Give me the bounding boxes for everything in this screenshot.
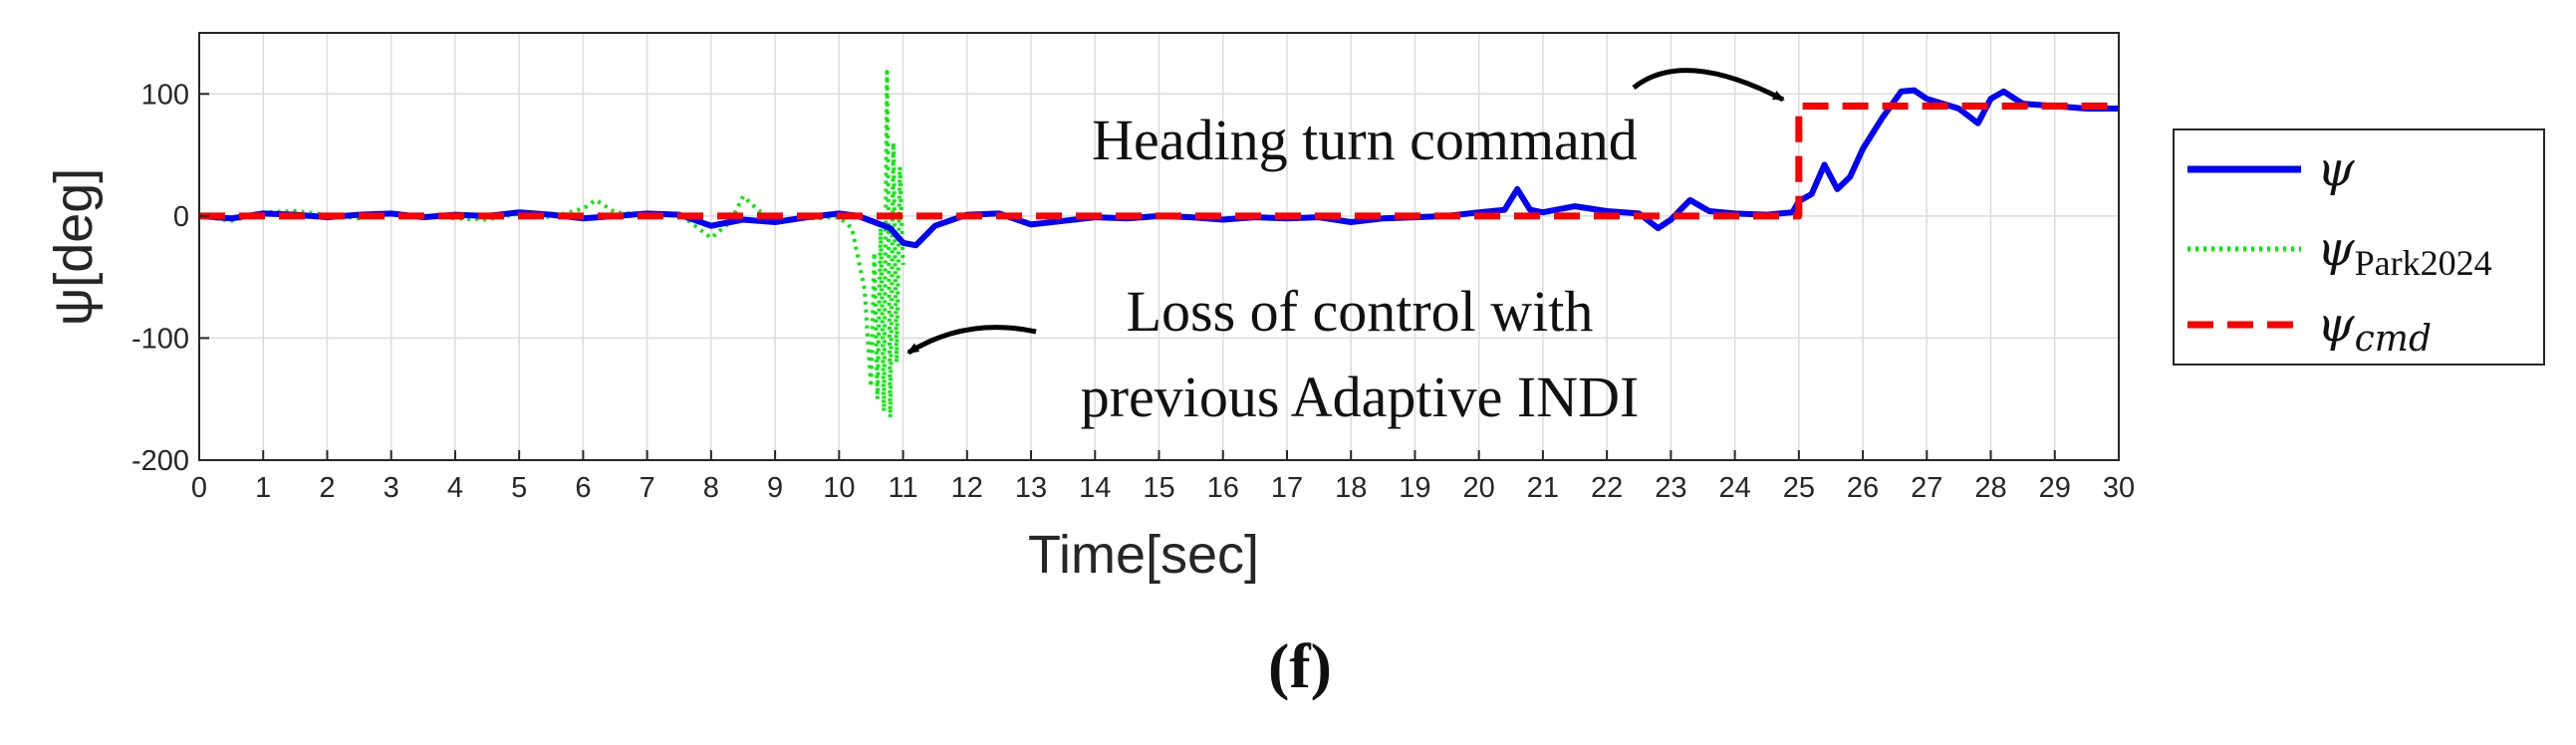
legend-subscript-park2024: Park2024 [2355,243,2492,283]
annotation-loss-control-line1: Loss of control with [1127,279,1594,344]
x-tick-label: 7 [640,472,655,504]
x-tick-label: 25 [1783,472,1815,504]
legend-label-psi-cmd: ψcmd [2317,297,2432,360]
x-tick-label: 26 [1847,472,1879,504]
x-tick-label: 23 [1655,472,1686,504]
x-tick-label: 4 [447,472,463,504]
x-tick-label: 1 [255,472,271,504]
x-tick-label: 14 [1079,472,1111,504]
legend: ψ ψPark2024 ψcmd [2173,128,2545,366]
x-tick-label: 9 [767,472,783,504]
series-layer [199,70,2119,420]
x-tick-label: 18 [1335,472,1367,504]
x-tick-label: 2 [319,472,335,504]
x-tick-label: 20 [1463,472,1495,504]
x-tick-label: 11 [889,472,918,504]
annotation-arrow-heading [1632,68,1785,103]
y-axis-ticks: -200 -100 0 100 [131,79,209,477]
y-tick-label: 0 [173,201,189,233]
x-tick-label: 27 [1911,472,1942,504]
panel-label: (f) [1268,630,1332,701]
legend-subscript-cmd: cmd [2355,319,2432,360]
y-tick-label: 100 [141,79,189,111]
legend-label-psi: ψ [2317,141,2356,197]
x-tick-label: 0 [191,472,207,504]
y-tick-label: -100 [131,323,189,355]
x-axis-ticks: 0 1 2 3 4 5 6 7 8 9 10 11 12 13 14 15 16 17 18 19 20 21 22 23 24… [191,450,2135,504]
x-tick-label: 10 [823,472,855,504]
grid [198,33,2120,461]
x-tick-label: 28 [1974,472,2006,504]
annotation-arrow-loss [906,325,1037,356]
x-tick-label: 29 [2039,472,2071,504]
x-axis-label: Time[sec] [1028,525,1259,585]
x-tick-label: 6 [575,472,591,504]
annotation-loss-control-line2: previous Adaptive INDI [1081,365,1640,429]
y-axis-label: ψ[deg] [44,168,104,327]
x-tick-label: 21 [1527,472,1559,504]
x-tick-label: 24 [1718,472,1750,504]
x-tick-label: 16 [1207,472,1239,504]
x-tick-label: 22 [1591,472,1623,504]
x-tick-label: 3 [384,472,399,504]
x-tick-label: 19 [1399,472,1430,504]
x-tick-label: 5 [511,472,527,504]
y-tick-label: -200 [131,445,189,477]
x-tick-label: 30 [2103,472,2135,504]
x-tick-label: 12 [951,472,983,504]
x-tick-label: 13 [1015,472,1047,504]
x-tick-label: 8 [703,472,719,504]
x-tick-label: 15 [1143,472,1174,504]
series-line-psi-cmd [199,103,2119,220]
x-tick-label: 17 [1271,472,1303,504]
annotation-heading-turn: Heading turn command [1092,108,1638,172]
legend-label-psi-park2024: ψPark2024 [2317,221,2492,283]
